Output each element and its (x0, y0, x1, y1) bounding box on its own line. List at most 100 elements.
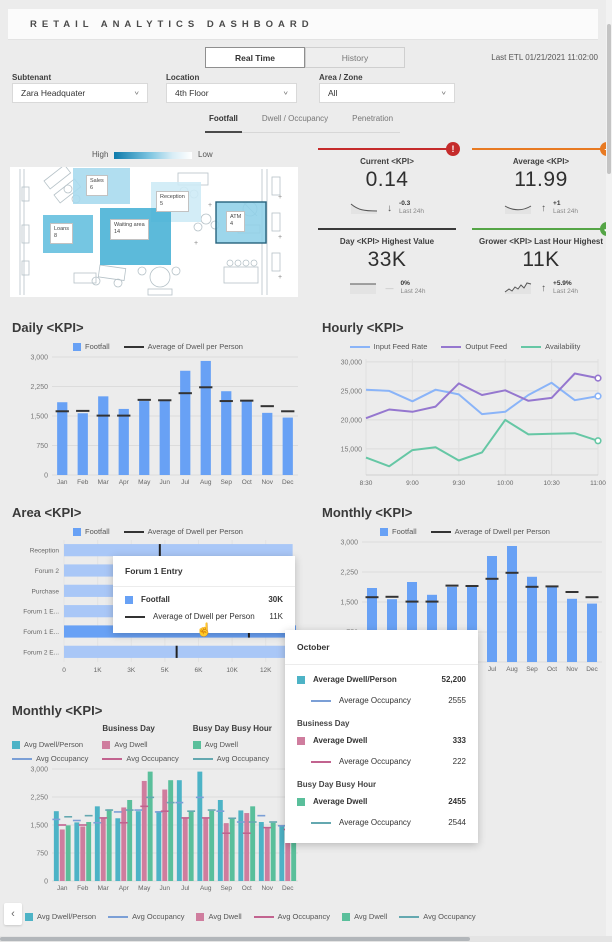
tab-penetration[interactable]: Penetration (352, 114, 394, 123)
line-swatch-icon (123, 530, 144, 533)
svg-text:+: + (208, 202, 212, 209)
line-swatch-icon (311, 699, 331, 702)
legend-item[interactable]: Output Feed (441, 342, 507, 351)
subtenant-select[interactable]: Zara Headquater ˅ (12, 83, 148, 103)
svg-text:Reception: Reception (30, 548, 60, 555)
tooltip-row: Average Occupancy 222 (285, 751, 478, 772)
kpi-delta: +1 Last 24h (553, 200, 578, 216)
legend-item[interactable]: Avg Dwell (196, 912, 242, 921)
tooltip-value: 11K (269, 612, 283, 621)
location-select[interactable]: 4th Floor ˅ (166, 83, 297, 103)
horizontal-scrollbar[interactable] (0, 936, 612, 942)
monthly-dwell-title: Monthly <KPI> (12, 703, 103, 718)
svg-text:Feb: Feb (77, 479, 89, 486)
tab-footfall[interactable]: Footfall (205, 114, 242, 133)
zone-label: Waiting area 14 (110, 219, 149, 240)
tooltip-row: Average of Dwell per Person 11K (113, 608, 295, 625)
svg-text:9:30: 9:30 (452, 480, 465, 487)
kpi-title: Day <KPI> Highest Value (339, 237, 435, 246)
svg-text:25,000: 25,000 (341, 388, 363, 395)
legend-item[interactable]: Availability (521, 342, 580, 351)
legend-item[interactable]: Input Feed Rate (349, 342, 427, 351)
trend-arrow-icon: ↑ (541, 282, 547, 294)
floorplan[interactable]: ++++++Sales6Reception5ATM4Loans8Waiting … (10, 164, 298, 297)
trend-arrow-icon: — (385, 283, 394, 293)
tab-real-time[interactable]: Real Time (205, 47, 305, 68)
tooltip-row: Average Occupancy 2544 (285, 812, 478, 833)
tooltip-value: 2455 (448, 797, 466, 806)
hourly-kpi-title: Hourly <KPI> (322, 320, 404, 335)
horizontal-scrollbar-thumb[interactable] (0, 937, 470, 941)
vertical-scrollbar-thumb[interactable] (607, 24, 611, 174)
hourly-kpi-section: Hourly <KPI> Input Feed Rate Output Feed A… (322, 320, 608, 496)
square-swatch-icon (73, 527, 82, 536)
kpi-value: 33K (367, 248, 407, 271)
legend-item[interactable]: Avg Occupancy (253, 912, 330, 921)
legend-item[interactable]: Avg Dwell (342, 912, 387, 921)
subtenant-label: Subtenant (12, 73, 52, 82)
tooltip-value: 30K (268, 595, 283, 604)
svg-text:Nov: Nov (261, 885, 273, 892)
kpi-delta: +5.9% Last 24h (553, 280, 578, 296)
sparkline-icon (504, 282, 532, 295)
legend-item[interactable]: Avg Occupancy (12, 754, 88, 763)
legend-item[interactable]: Avg Dwell (102, 740, 178, 749)
square-swatch-icon (12, 740, 20, 749)
svg-text:Jun: Jun (160, 885, 171, 892)
legend-item[interactable]: Avg Occupancy (108, 912, 184, 921)
area-kpi-legend: Footfall Average of Dwell per Person (12, 527, 304, 536)
svg-text:6K: 6K (195, 667, 204, 674)
daily-kpi-chart[interactable]: 0 750 1,500 2,250 3,000 Jan Feb Mar Apr May Jun Jul… (12, 351, 304, 496)
tooltip-row: Average Dwell 2455 (285, 791, 478, 812)
line-swatch-icon (521, 345, 542, 348)
svg-text:Sep: Sep (526, 666, 538, 673)
kpi-accent-line (318, 228, 456, 230)
svg-text:1,500: 1,500 (340, 600, 358, 607)
tab-history[interactable]: History (305, 47, 405, 68)
tooltip-value: 2555 (448, 696, 466, 705)
legend-item[interactable]: Footfall (380, 527, 417, 536)
legend-item[interactable]: Average of Dwell per Person (123, 527, 243, 536)
legend-item[interactable]: Footfall (73, 342, 110, 351)
svg-text:+: + (278, 234, 282, 241)
square-swatch-icon (380, 527, 389, 536)
vertical-scrollbar[interactable] (606, 0, 612, 942)
legend-item[interactable]: Avg Dwell/Person (12, 740, 88, 749)
svg-text:8:30: 8:30 (360, 480, 373, 487)
kpi-delta: 0% Last 24h (400, 280, 426, 296)
line-swatch-icon (253, 915, 274, 918)
svg-text:3,000: 3,000 (30, 355, 48, 362)
legend-item[interactable]: Avg Occupancy (192, 754, 272, 763)
line-swatch-icon (311, 821, 331, 824)
status-badge-icon: ! (446, 142, 460, 156)
svg-text:Oct: Oct (242, 479, 252, 486)
carousel-prev-button[interactable]: ‹ (4, 903, 22, 925)
legend-item[interactable]: Avg Dwell/Person (25, 912, 96, 921)
square-swatch-icon (192, 740, 201, 749)
square-swatch-icon (25, 912, 33, 921)
hourly-kpi-chart[interactable]: 15,000 20,000 25,000 30,000 8:30 9:00 9:30 10:0… (322, 351, 608, 496)
svg-text:20,000: 20,000 (341, 417, 363, 424)
legend-item[interactable]: Avg Dwell (192, 740, 272, 749)
svg-text:15,000: 15,000 (341, 446, 363, 453)
sparkline-icon (350, 204, 378, 215)
kpi-title: Average <KPI> (512, 157, 570, 166)
line-swatch-icon (349, 345, 370, 348)
legend-item[interactable]: Avg Occupancy (399, 912, 476, 921)
monthly-dwell-chart[interactable]: 0 750 1,500 2,250 3,000 Jan Feb Mar Apr May Jun Jul… (12, 763, 304, 902)
legend-item[interactable]: Average of Dwell per Person (123, 342, 243, 351)
legend-item[interactable]: Footfall (73, 527, 110, 536)
kpi-card-3: Day <KPI> Highest Value 33K — 0% Last 24h (318, 228, 456, 297)
legend-item[interactable]: Avg Occupancy (102, 754, 179, 763)
zone-label: Reception 5 (156, 191, 189, 212)
svg-text:Nov: Nov (566, 666, 578, 673)
area-zone-select[interactable]: All ˅ (319, 83, 455, 103)
svg-text:9:00: 9:00 (406, 480, 419, 487)
svg-text:10:30: 10:30 (543, 480, 560, 487)
svg-text:1,500: 1,500 (30, 414, 48, 421)
tab-dwell-occupancy[interactable]: Dwell / Occupancy (261, 114, 329, 123)
svg-text:Nov: Nov (261, 479, 273, 486)
svg-text:+: + (278, 194, 282, 201)
legend-item[interactable]: Average of Dwell per Person (430, 527, 550, 536)
